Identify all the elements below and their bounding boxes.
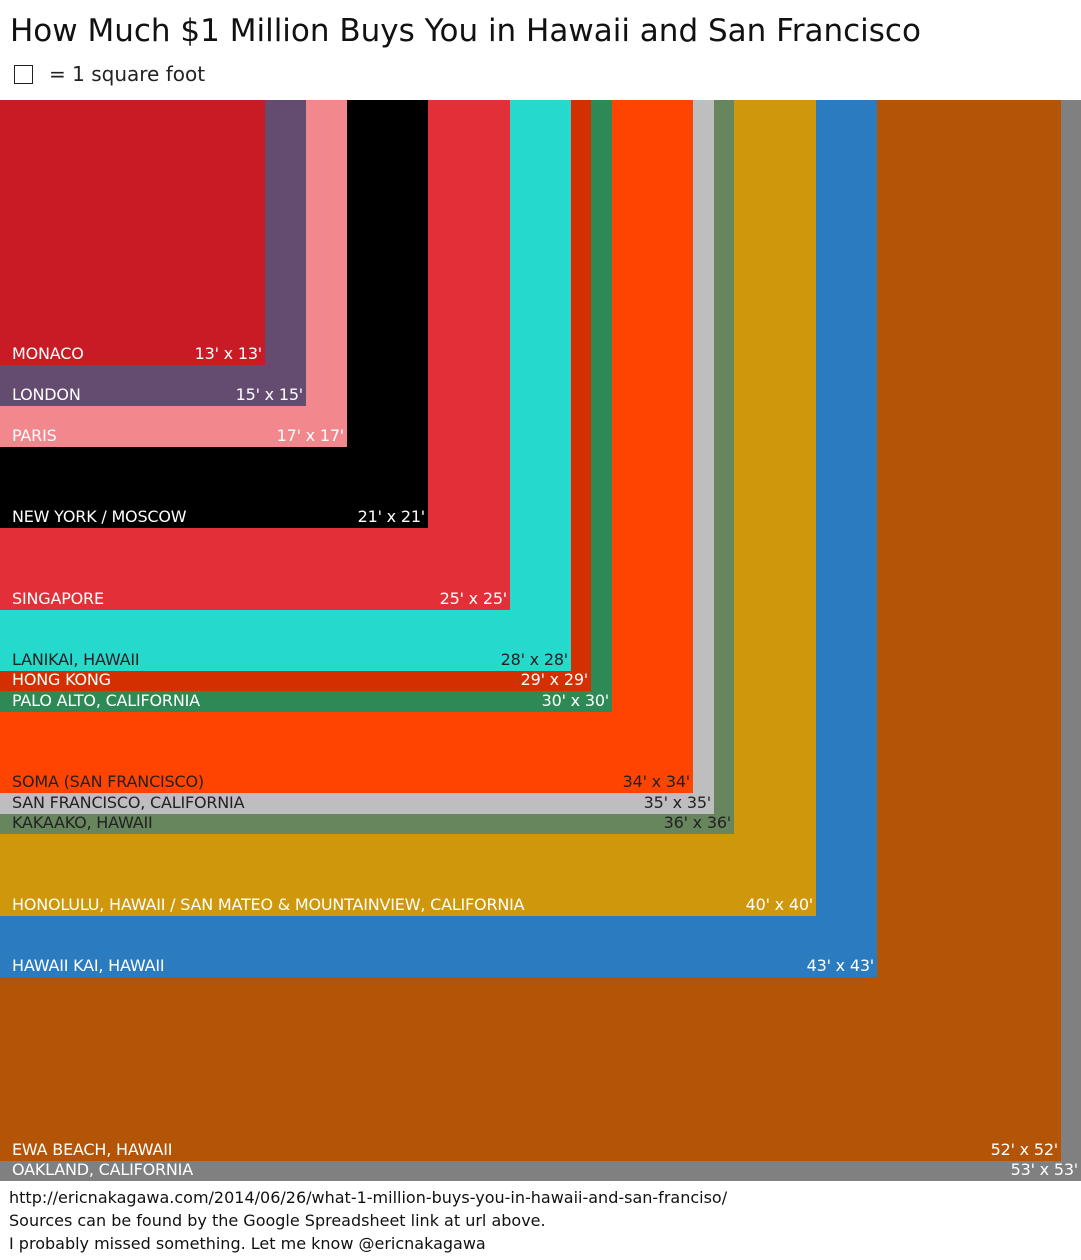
dimension-singapore: 25' x 25' — [439, 589, 508, 608]
label-kakaako-hawaii: KAKAAKO, HAWAII — [12, 813, 153, 832]
label-honolulu-hawaii-san-mateo-mountainview-california: HONOLULU, HAWAII / SAN MATEO & MOUNTAINV… — [12, 895, 525, 914]
label-oakland-california: OAKLAND, CALIFORNIA — [12, 1160, 193, 1179]
contact-note: I probably missed something. Let me know… — [9, 1234, 486, 1253]
label-hong-kong: HONG KONG — [12, 670, 111, 689]
dimension-oakland-california: 53' x 53' — [1010, 1160, 1079, 1179]
label-palo-alto-california: PALO ALTO, CALIFORNIA — [12, 691, 200, 710]
dimension-hong-kong: 29' x 29' — [520, 670, 589, 689]
square-monaco — [0, 100, 265, 365]
label-san-francisco-california: SAN FRANCISCO, CALIFORNIA — [12, 793, 245, 812]
dimension-palo-alto-california: 30' x 30' — [541, 691, 610, 710]
dimension-london: 15' x 15' — [235, 385, 304, 404]
nested-squares-chart: OAKLAND, CALIFORNIA 53' x 53' EWA BEACH, H… — [0, 100, 1081, 1181]
label-new-york-moscow: NEW YORK / MOSCOW — [12, 507, 187, 526]
chart-title: How Much $1 Million Buys You in Hawaii a… — [10, 13, 921, 49]
sources-note: Sources can be found by the Google Sprea… — [9, 1211, 546, 1230]
legend-label: = 1 square foot — [49, 62, 206, 86]
label-paris: PARIS — [12, 426, 57, 445]
dimension-monaco: 13' x 13' — [194, 344, 263, 363]
dimension-lanikai-hawaii: 28' x 28' — [500, 650, 569, 669]
footer: http://ericnakagawa.com/2014/06/26/what-… — [9, 1186, 727, 1255]
label-singapore: SINGAPORE — [12, 589, 104, 608]
label-monaco: MONACO — [12, 344, 84, 363]
dimension-honolulu-hawaii-san-mateo-mountainview-california: 40' x 40' — [745, 895, 814, 914]
square-foot-swatch — [14, 64, 33, 84]
dimension-paris: 17' x 17' — [276, 426, 345, 445]
dimension-ewa-beach-hawaii: 52' x 52' — [990, 1140, 1059, 1159]
label-london: LONDON — [12, 385, 81, 404]
dimension-kakaako-hawaii: 36' x 36' — [663, 813, 732, 832]
legend: = 1 square foot — [14, 62, 205, 86]
dimension-san-francisco-california: 35' x 35' — [643, 793, 712, 812]
source-url[interactable]: http://ericnakagawa.com/2014/06/26/what-… — [9, 1188, 728, 1207]
label-hawaii-kai-hawaii: HAWAII KAI, HAWAII — [12, 956, 165, 975]
dimension-soma-san-francisco: 34' x 34' — [622, 772, 691, 791]
dimension-new-york-moscow: 21' x 21' — [357, 507, 426, 526]
label-ewa-beach-hawaii: EWA BEACH, HAWAII — [12, 1140, 173, 1159]
dimension-hawaii-kai-hawaii: 43' x 43' — [806, 956, 875, 975]
label-soma-san-francisco: SOMA (SAN FRANCISCO) — [12, 772, 204, 791]
label-lanikai-hawaii: LANIKAI, HAWAII — [12, 650, 140, 669]
